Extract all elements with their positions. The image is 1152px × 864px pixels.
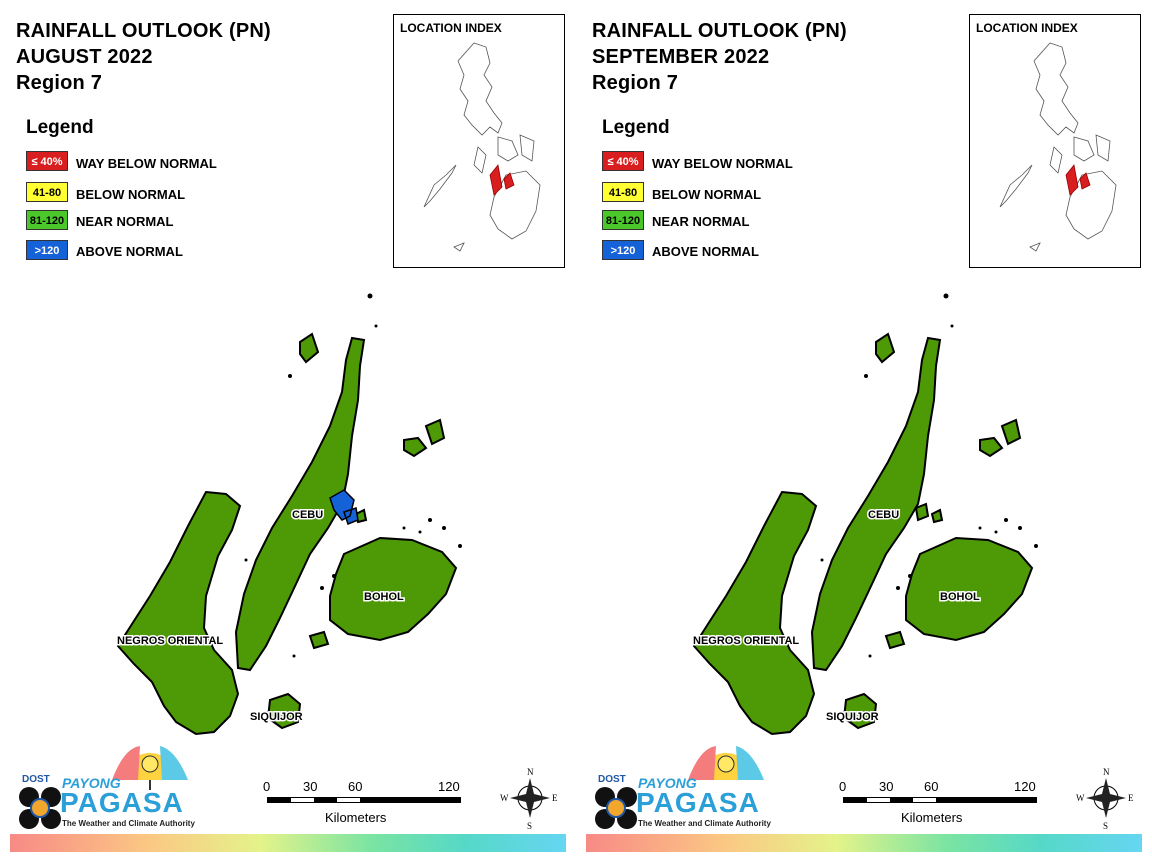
philippines-outline-map <box>423 42 541 252</box>
scale-tick-60: 60 <box>924 779 939 794</box>
label-bohol: BOHOL <box>364 591 404 603</box>
label-siquijor: SIQUIJOR <box>826 711 879 723</box>
small-islet-shape <box>884 630 906 650</box>
legend-label-below: BELOW NORMAL <box>652 187 762 202</box>
dost-text: DOST <box>598 774 626 785</box>
location-index-title: LOCATION INDEX <box>400 21 502 35</box>
svg-text:S: S <box>527 821 532 830</box>
legend-label-above: ABOVE NORMAL <box>76 244 183 259</box>
dost-logo <box>595 787 637 829</box>
compass-rose-icon: N S W E <box>500 767 558 830</box>
scale-bar <box>843 797 1037 803</box>
pagasa-text: PAGASA <box>636 787 760 818</box>
cebu-above-normal-area <box>329 489 359 525</box>
pagasa-tagline: The Weather and Climate Authority <box>638 819 771 828</box>
bantayan-island-shape <box>299 332 320 364</box>
legend-label-way-below: WAY BELOW NORMAL <box>76 156 217 171</box>
negros-oriental-shape <box>692 490 818 736</box>
region7-highlight <box>1065 164 1091 196</box>
legend-swatch-below: 41-80 <box>602 182 644 202</box>
label-siquijor: SIQUIJOR <box>250 711 303 723</box>
label-negros-oriental: NEGROS ORIENTAL <box>117 635 223 647</box>
dost-logo <box>19 787 61 829</box>
cebu-island-shape <box>810 336 942 672</box>
legend-label-above: ABOVE NORMAL <box>652 244 759 259</box>
scale-tick-0: 0 <box>839 779 847 794</box>
legend-swatch-below: 41-80 <box>26 182 68 202</box>
region7-map: CEBU BOHOL NEGROS ORIENTAL SIQUIJOR <box>692 293 1038 736</box>
bohol-island-shape <box>905 536 1034 642</box>
svg-text:E: E <box>552 793 558 803</box>
pagasa-text: PAGASA <box>60 787 184 818</box>
cebu-island-shape <box>234 336 366 672</box>
region7-map: CEBU BOHOL NEGROS ORIENTAL SIQUIJOR <box>116 293 462 736</box>
legend-label-near: NEAR NORMAL <box>652 214 750 229</box>
scale-tick-120: 120 <box>438 779 460 794</box>
svg-text:W: W <box>1076 793 1085 803</box>
scale-tick-0: 0 <box>263 779 271 794</box>
umbrella-logo <box>112 746 188 790</box>
panel-month: AUGUST 2022 <box>16 46 153 68</box>
panel-title: RAINFALL OUTLOOK (PN) <box>592 20 847 42</box>
legend-swatch-near: 81-120 <box>602 210 644 230</box>
label-bohol: BOHOL <box>940 591 980 603</box>
legend-label-near: NEAR NORMAL <box>76 214 174 229</box>
legend-heading: Legend <box>26 117 94 138</box>
svg-text:S: S <box>1103 821 1108 830</box>
scale-tick-120: 120 <box>1014 779 1036 794</box>
payong-text: PAYONG <box>638 775 697 791</box>
label-negros-oriental: NEGROS ORIENTAL <box>693 635 799 647</box>
panel-region: Region 7 <box>592 72 679 94</box>
dost-text: DOST <box>22 774 50 785</box>
bohol-island-shape <box>329 536 458 642</box>
scale-tick-60: 60 <box>348 779 363 794</box>
color-gradient-bar <box>10 834 566 852</box>
negros-oriental-shape <box>116 490 242 736</box>
small-islet-shape <box>308 630 330 650</box>
outlook-panel-september: RAINFALL OUTLOOK (PN) SEPTEMBER 2022 Reg… <box>576 0 1152 864</box>
umbrella-logo <box>688 746 764 780</box>
legend-swatch-way-below: ≤ 40% <box>26 151 68 171</box>
scale-tick-30: 30 <box>879 779 894 794</box>
siquijor-island-shape <box>266 692 302 730</box>
legend-swatch-above: >120 <box>602 240 644 260</box>
philippines-outline-map <box>999 42 1117 252</box>
svg-text:N: N <box>527 767 534 777</box>
camotes-island-shape <box>979 418 1022 458</box>
scale-bar <box>267 797 461 803</box>
outlook-panel-august: RAINFALL OUTLOOK (PN) AUGUST 2022 Region… <box>10 14 566 852</box>
scale-unit: Kilometers <box>325 810 387 825</box>
siquijor-island-shape <box>842 692 878 730</box>
color-gradient-bar <box>586 834 1142 852</box>
payong-text: PAYONG <box>62 775 121 791</box>
svg-text:N: N <box>1103 767 1110 777</box>
panel-month: SEPTEMBER 2022 <box>592 46 770 68</box>
legend-heading: Legend <box>602 117 670 138</box>
legend-swatch-above: >120 <box>26 240 68 260</box>
scale-tick-30: 30 <box>303 779 318 794</box>
panel-title: RAINFALL OUTLOOK (PN) <box>16 20 271 42</box>
panel-region: Region 7 <box>16 72 103 94</box>
olango-islet-shape <box>930 508 944 524</box>
svg-text:W: W <box>500 793 509 803</box>
mactan-island-shape <box>914 502 930 522</box>
legend-swatch-near: 81-120 <box>26 210 68 230</box>
location-index-inset: LOCATION INDEX <box>393 14 565 268</box>
legend-swatch-way-below: ≤ 40% <box>602 151 644 171</box>
location-index-inset: LOCATION INDEX <box>969 14 1141 268</box>
svg-text:E: E <box>1128 793 1134 803</box>
label-cebu: CEBU <box>868 509 899 521</box>
region7-highlight <box>489 164 515 196</box>
pagasa-tagline: The Weather and Climate Authority <box>62 819 195 828</box>
camotes-island-shape <box>403 418 446 458</box>
legend-label-way-below: WAY BELOW NORMAL <box>652 156 793 171</box>
legend-label-below: BELOW NORMAL <box>76 187 186 202</box>
bantayan-island-shape <box>875 332 896 364</box>
label-cebu: CEBU <box>292 509 323 521</box>
location-index-title: LOCATION INDEX <box>976 21 1078 35</box>
scale-unit: Kilometers <box>901 810 963 825</box>
compass-rose-icon: N S W E <box>1076 767 1134 830</box>
